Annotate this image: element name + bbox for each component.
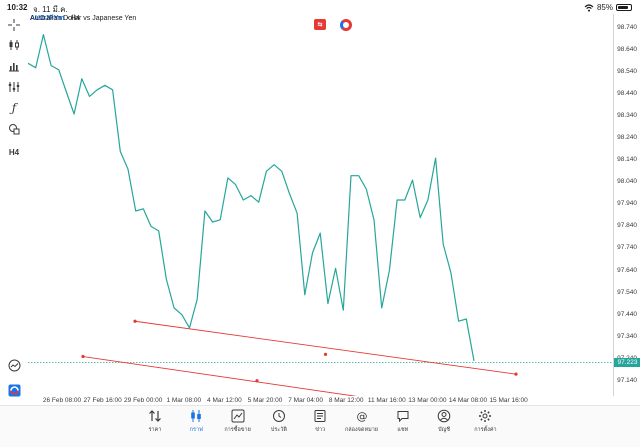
price-alert-icon[interactable]	[4, 356, 24, 374]
price-tick-label: 98.340	[617, 112, 637, 120]
tab-quotes[interactable]: ราคา	[135, 408, 175, 434]
time-tick-label: 14 Mar 08:00	[448, 397, 488, 404]
trendline-1	[134, 320, 517, 375]
price-tick-label: 98.640	[617, 46, 637, 54]
battery-percent: 85%	[596, 3, 613, 12]
timeframe-button[interactable]: H4	[8, 147, 20, 157]
one-click-trade-button[interactable]: ⇆	[314, 19, 326, 30]
trendline-2-anchor-1	[81, 354, 85, 359]
candlestick-icon[interactable]	[4, 36, 24, 54]
tab-mailbox[interactable]: @ กล่องจดหมาย	[342, 408, 382, 434]
tab-label: แชท	[397, 427, 409, 433]
tab-settings[interactable]: การตั้งค่า	[465, 408, 505, 434]
crosshair-icon[interactable]	[4, 16, 24, 34]
price-tick-label: 98.240	[617, 134, 637, 142]
bottom-tab-bar: ราคา กราฟ การซื้อขาย ประวัติ ข่าว @ กล่องจดหมา…	[0, 405, 640, 447]
price-tick-label: 97.540	[617, 288, 637, 296]
tab-chat[interactable]: แชท	[383, 408, 423, 434]
price-tick-label: 97.440	[617, 310, 637, 318]
tab-label: กล่องจดหมาย	[344, 427, 379, 433]
trendline-1-anchor-2	[323, 352, 328, 356]
tab-label: ประวัติ	[270, 427, 287, 433]
price-tick-label: 97.940	[617, 200, 637, 208]
time-tick-label: 8 Mar 12:00	[328, 397, 364, 404]
one-click-trading-icon[interactable]	[4, 381, 24, 399]
tab-history[interactable]: ประวัติ	[259, 408, 299, 434]
price-tick-label: 98.440	[617, 90, 637, 98]
trendline-1-anchor-3	[514, 372, 518, 376]
status-time: 10:32	[7, 3, 28, 12]
tab-chart[interactable]: กราฟ	[176, 408, 216, 434]
price-chart[interactable]	[28, 14, 613, 396]
indicators-icon[interactable]	[4, 78, 24, 96]
svg-text:@: @	[356, 410, 367, 423]
price-tick-label: 98.540	[617, 68, 637, 76]
tab-label: ราคา	[148, 427, 162, 433]
settings-icon	[477, 408, 493, 424]
mailbox-icon: @	[354, 408, 370, 424]
left-toolbar: ƒ H4	[0, 14, 28, 404]
chart-settings-icon[interactable]	[340, 19, 352, 31]
tab-label: การซื้อขาย	[224, 427, 251, 433]
status-right: 85%	[584, 3, 632, 12]
symbol-timeframe: H4	[70, 15, 80, 22]
status-bar: 10:32 จ. 11 มี.ค. 85%	[0, 0, 640, 14]
time-tick-label: 29 Feb 00:00	[124, 397, 163, 404]
price-tick-label: 98.040	[617, 178, 637, 186]
symbol-name: AUDJPYm	[30, 15, 65, 22]
time-tick-label: 15 Mar 16:00	[489, 397, 528, 404]
status-date: จ. 11 มี.ค.	[33, 5, 68, 14]
chart-icon	[188, 408, 204, 424]
function-icon[interactable]: ƒ	[11, 101, 17, 115]
symbol-description: Australian Dollar vs Japanese Yen	[30, 15, 137, 22]
time-axis[interactable]: 26 Feb 08:00 27 Feb 16:00 29 Feb 00:00 1 Ma…	[28, 396, 613, 408]
battery-fill	[618, 6, 629, 9]
price-tick-label: 98.140	[617, 156, 637, 164]
tab-label: กราฟ	[189, 427, 203, 433]
price-tick-label: 98.740	[617, 24, 637, 32]
wifi-icon	[584, 3, 594, 12]
history-icon	[271, 408, 287, 424]
shapes-icon[interactable]	[4, 120, 24, 138]
tab-account[interactable]: บัญชี	[424, 408, 464, 434]
price-tick-label: 97.140	[617, 376, 637, 384]
tab-news[interactable]: ข่าว	[300, 408, 340, 434]
price-tick-label: 97.340	[617, 332, 637, 340]
trade-panel-icon: ⇆	[317, 22, 323, 28]
time-tick-label: 27 Feb 16:00	[83, 397, 122, 404]
trendline-1-anchor-1	[133, 319, 137, 323]
quotes-icon	[147, 408, 163, 424]
bar-chart-icon[interactable]	[4, 57, 24, 75]
price-line-series	[28, 34, 475, 362]
time-tick-label: 1 Mar 08:00	[166, 397, 202, 404]
price-tick-label: 97.840	[617, 222, 637, 230]
price-axis[interactable]: 98.740 98.640 98.540 98.440 98.340 98.240 98.1…	[613, 14, 640, 396]
time-tick-label: 7 Mar 04:00	[288, 397, 323, 404]
tab-label: ข่าว	[315, 427, 326, 433]
trade-icon	[230, 408, 246, 424]
tab-label: บัญชี	[438, 427, 451, 433]
time-tick-label: 5 Mar 20:00	[247, 397, 283, 404]
news-icon	[312, 408, 328, 424]
symbol-header[interactable]: AUDJPYm • H4	[30, 15, 80, 22]
account-icon	[436, 408, 452, 424]
time-tick-label: 26 Feb 08:00	[42, 397, 82, 404]
time-tick-label: 4 Mar 12:00	[207, 397, 242, 404]
trendline-2-anchor-2	[255, 379, 259, 383]
symbol-separator: •	[66, 15, 70, 22]
time-tick-label: 11 Mar 16:00	[367, 397, 406, 404]
chat-icon	[395, 408, 411, 424]
price-tick-label: 97.740	[617, 244, 637, 252]
tab-label: การตั้งค่า	[474, 427, 497, 433]
price-tick-label: 97.640	[617, 266, 637, 274]
time-tick-label: 13 Mar 00:00	[408, 397, 447, 404]
tab-trade[interactable]: การซื้อขาย	[218, 408, 258, 434]
current-price-label: 97.223	[614, 357, 640, 367]
battery-icon	[616, 4, 632, 11]
